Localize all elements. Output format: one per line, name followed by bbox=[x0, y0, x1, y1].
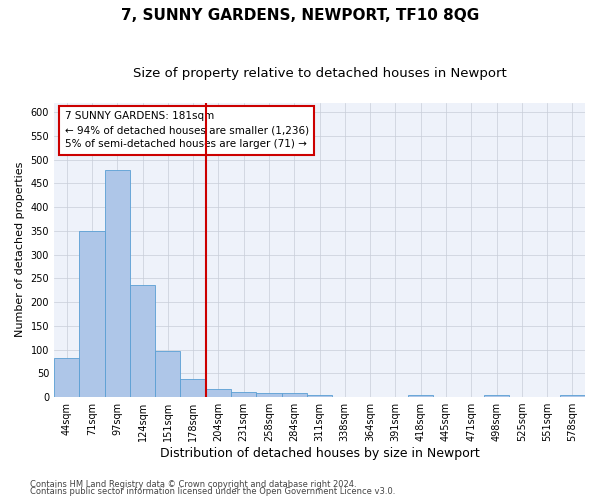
Bar bbox=[408, 394, 433, 397]
X-axis label: Distribution of detached houses by size in Newport: Distribution of detached houses by size … bbox=[160, 447, 479, 460]
Text: 7, SUNNY GARDENS, NEWPORT, TF10 8QG: 7, SUNNY GARDENS, NEWPORT, TF10 8QG bbox=[121, 8, 479, 22]
Bar bbox=[104, 170, 130, 397]
Text: Contains public sector information licensed under the Open Government Licence v3: Contains public sector information licen… bbox=[30, 487, 395, 496]
Bar bbox=[231, 392, 256, 397]
Bar bbox=[206, 389, 231, 397]
Bar bbox=[155, 352, 181, 397]
Bar bbox=[281, 394, 307, 397]
Text: Contains HM Land Registry data © Crown copyright and database right 2024.: Contains HM Land Registry data © Crown c… bbox=[30, 480, 356, 489]
Bar bbox=[560, 394, 585, 397]
Bar bbox=[79, 232, 104, 397]
Bar bbox=[484, 394, 509, 397]
Bar bbox=[130, 286, 155, 397]
Bar bbox=[54, 358, 79, 397]
Bar bbox=[181, 379, 206, 397]
Bar bbox=[256, 393, 281, 397]
Title: Size of property relative to detached houses in Newport: Size of property relative to detached ho… bbox=[133, 68, 506, 80]
Bar bbox=[307, 394, 332, 397]
Y-axis label: Number of detached properties: Number of detached properties bbox=[15, 162, 25, 338]
Text: 7 SUNNY GARDENS: 181sqm
← 94% of detached houses are smaller (1,236)
5% of semi-: 7 SUNNY GARDENS: 181sqm ← 94% of detache… bbox=[65, 112, 309, 150]
